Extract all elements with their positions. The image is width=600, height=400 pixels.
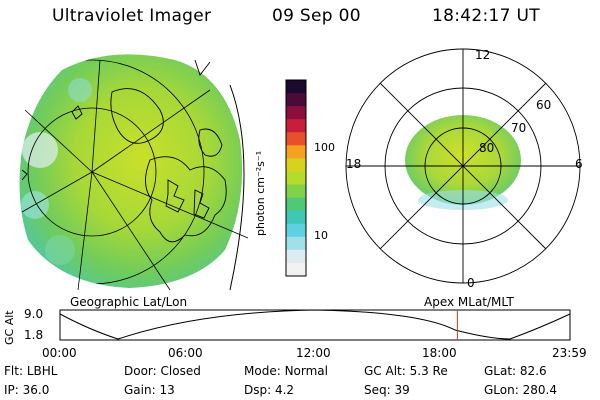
colorbar-segment xyxy=(286,132,306,146)
mlt-label-top: 12 xyxy=(475,48,491,62)
colorbar-segment xyxy=(286,119,306,133)
geographic-caption: Geographic Lat/Lon xyxy=(70,295,188,309)
mlt-label-bottom: 0 xyxy=(467,276,475,290)
magnetic-grid-panel xyxy=(345,48,581,284)
mlat-label-80: 80 xyxy=(479,141,495,155)
altitude-ytick-min: 1.8 xyxy=(24,328,44,342)
colorbar-frame xyxy=(285,79,307,277)
meridian-lines xyxy=(21,59,249,291)
colorbar-segment xyxy=(286,262,306,277)
time-tick-2359: 23:59 xyxy=(552,346,587,360)
colorbar xyxy=(285,79,307,277)
colorbar-segment xyxy=(286,145,306,159)
mlt-label-right: 6 xyxy=(575,157,583,171)
door-info: Door: Closed xyxy=(124,364,201,378)
filter-info: Flt: LBHL xyxy=(4,364,58,378)
mlt-label-left: 18 xyxy=(346,157,362,171)
colorbar-segment xyxy=(286,249,306,264)
mlat-label-70: 70 xyxy=(511,121,527,135)
gain-info: Gain: 13 xyxy=(124,383,175,397)
observation-time: 18:42:17 UT xyxy=(432,6,540,26)
colorbar-unit-label: photon cm⁻²s⁻¹ xyxy=(254,150,267,236)
seq-info: Seq: 39 xyxy=(364,383,410,397)
mlt-spokes xyxy=(346,49,580,283)
glat-info: GLat: 82.6 xyxy=(484,364,547,378)
colorbar-segment xyxy=(286,93,306,107)
colorbar-segment xyxy=(286,171,306,186)
time-tick-0000: 00:00 xyxy=(42,346,77,360)
altitude-plot xyxy=(59,309,571,341)
earth-limb xyxy=(229,84,245,291)
observation-date: 09 Sep 00 xyxy=(272,6,361,26)
altitude-axis-label: GC Alt xyxy=(3,310,16,345)
instrument-title: Ultraviolet Imager xyxy=(52,6,212,26)
altitude-curve xyxy=(59,309,571,340)
colorbar-segment xyxy=(286,197,306,212)
latitude-circle xyxy=(27,107,157,237)
dsp-info: Dsp: 4.2 xyxy=(244,383,295,397)
colorbar-segment xyxy=(286,106,306,120)
mode-info: Mode: Normal xyxy=(244,364,328,378)
colorbar-segment xyxy=(286,236,306,251)
colorbar-segment xyxy=(286,158,306,172)
colorbar-tick-100: 100 xyxy=(314,141,335,154)
coastlines xyxy=(21,59,227,243)
colorbar-segment xyxy=(286,184,306,199)
uv-emission-geographic xyxy=(19,54,243,288)
geographic-image-panel xyxy=(19,54,249,291)
colorbar-segment xyxy=(286,210,306,225)
altitude-ytick-max: 9.0 xyxy=(24,307,44,321)
time-tick-1800: 18:00 xyxy=(422,346,457,360)
colorbar-segment xyxy=(286,80,306,94)
colorbar-tick-10: 10 xyxy=(314,229,328,242)
glon-info: GLon: 280.4 xyxy=(484,383,557,397)
time-tick-0600: 06:00 xyxy=(168,346,203,360)
magnetic-caption: Apex MLat/MLT xyxy=(424,295,514,309)
ip-info: IP: 36.0 xyxy=(4,383,50,397)
colorbar-segment xyxy=(286,223,306,238)
mlat-label-60: 60 xyxy=(536,98,552,112)
time-tick-1200: 12:00 xyxy=(296,346,331,360)
gc-alt-info: GC Alt: 5.3 Re xyxy=(364,364,448,378)
